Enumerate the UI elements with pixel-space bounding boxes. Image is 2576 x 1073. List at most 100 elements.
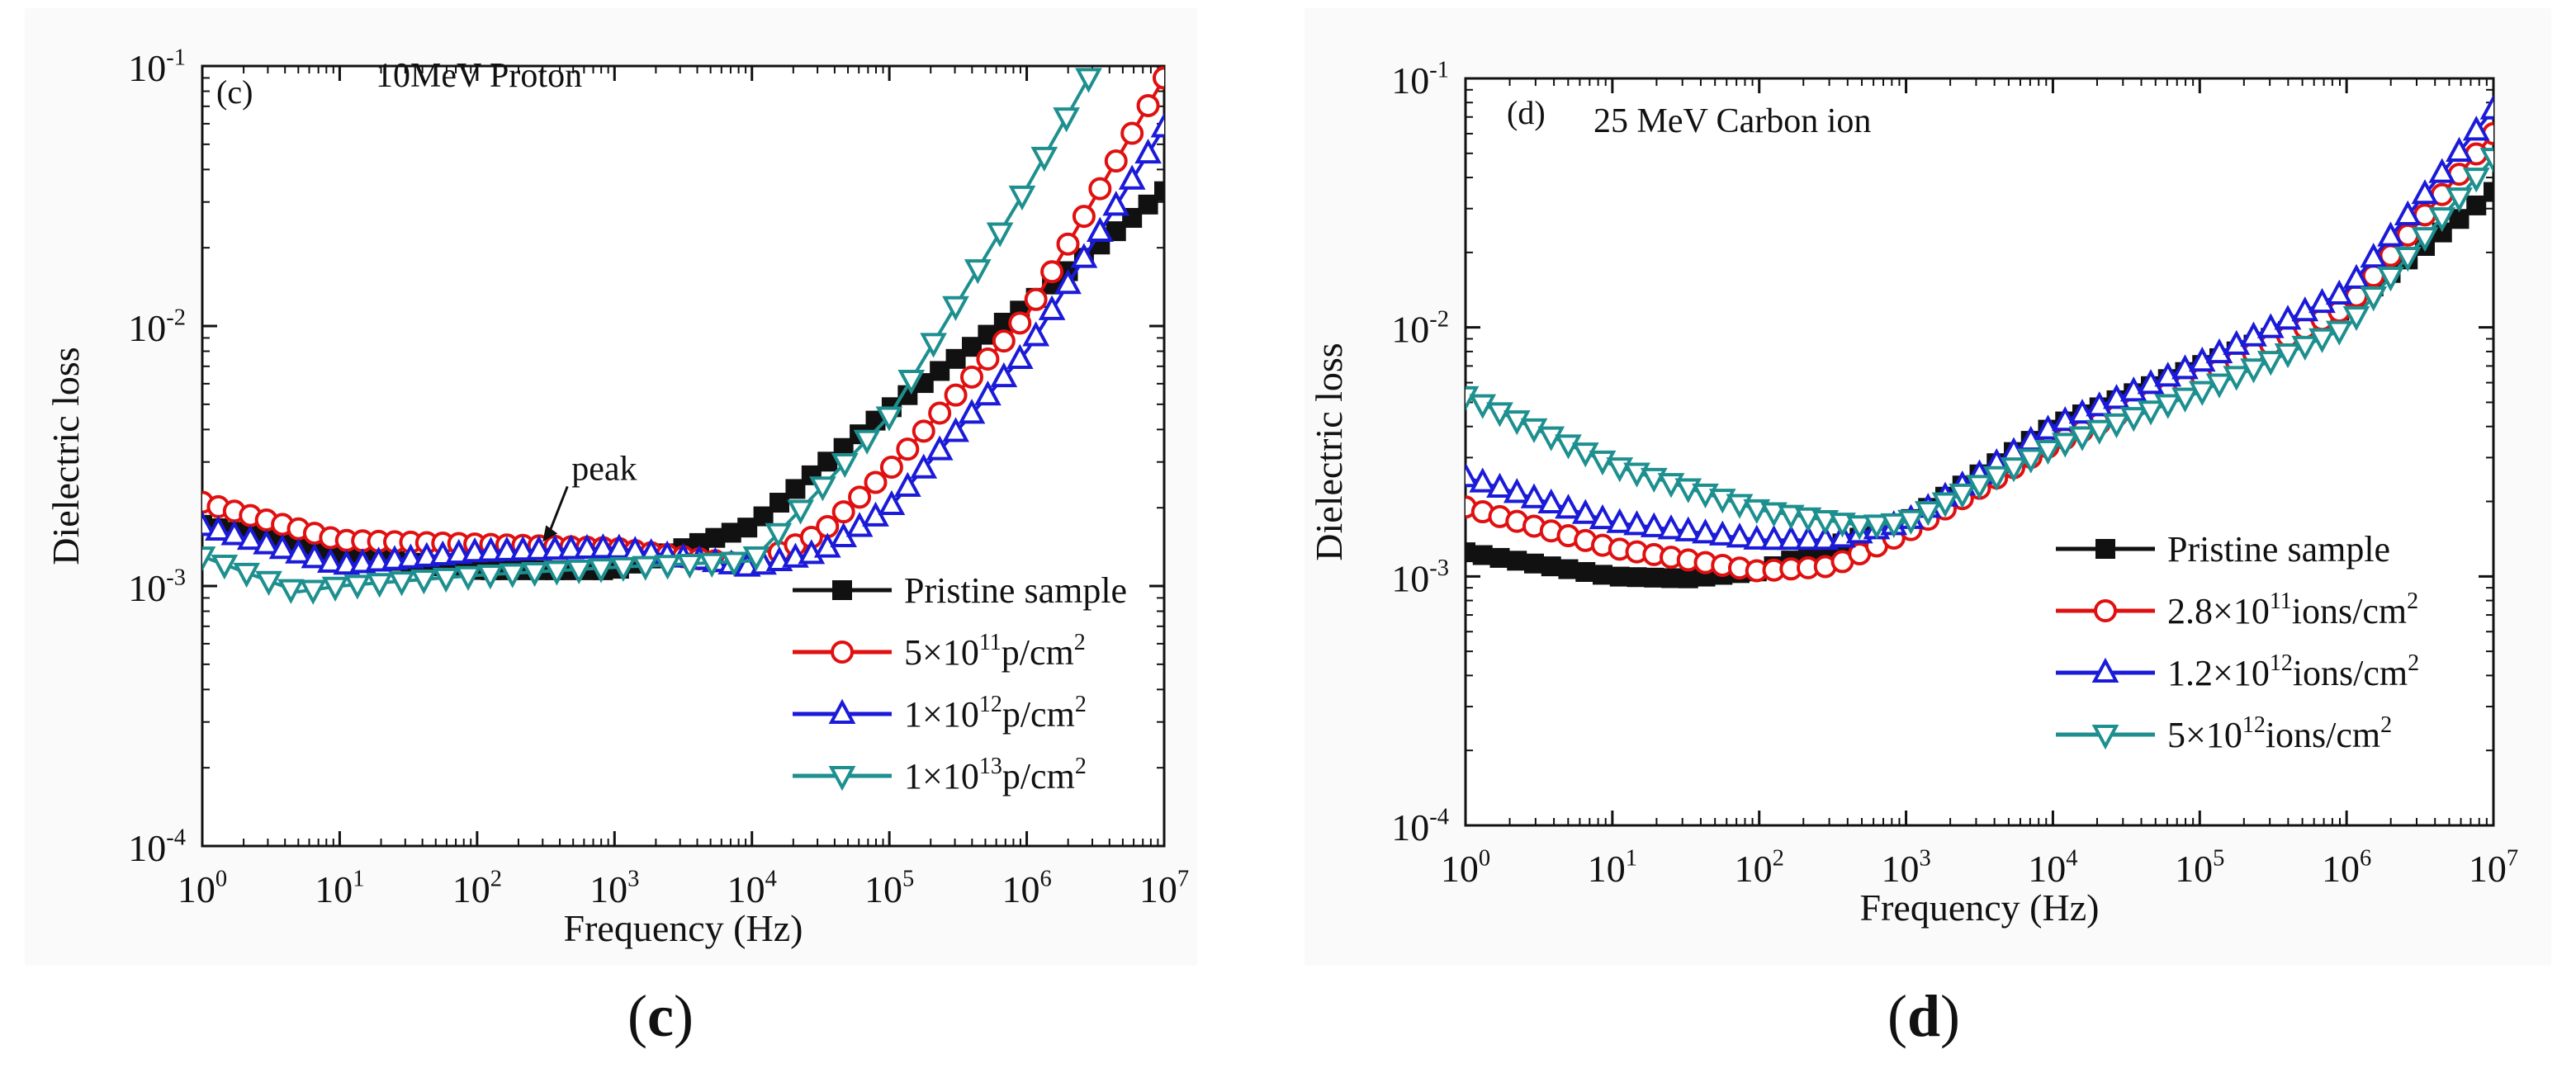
data-point — [1897, 509, 1925, 535]
legend-label: 5×1011p/cm2 — [904, 630, 1086, 673]
data-point — [2154, 362, 2182, 387]
data-point — [609, 556, 637, 583]
data-point — [2154, 394, 2182, 419]
legend-label-part-3: 2 — [2380, 712, 2392, 738]
x-tick-label: 105 — [2175, 846, 2224, 890]
x-tick-label: 101 — [1588, 846, 1637, 890]
x-tick-label: 104 — [727, 867, 777, 910]
data-point — [1863, 514, 1891, 540]
y-tick-label: 10-1 — [1391, 58, 1449, 102]
data-point — [1537, 488, 1565, 514]
data-point — [1486, 472, 1513, 498]
y-tick-label-base: 10 — [1391, 59, 1429, 102]
data-point — [525, 535, 553, 560]
data-point — [2428, 207, 2456, 233]
data-point — [1030, 146, 1058, 173]
data-point — [1134, 138, 1162, 164]
x-tick-label-base: 10 — [727, 868, 765, 910]
data-point — [986, 222, 1014, 248]
x-axis-label: Frequency (Hz) — [564, 907, 803, 949]
x-tick-label-base: 10 — [2175, 848, 2213, 890]
series-d-3 — [1466, 148, 2493, 541]
x-tick-label: 106 — [1002, 867, 1051, 910]
data-point — [879, 456, 903, 480]
data-point — [920, 333, 947, 358]
data-point — [1743, 499, 1771, 525]
data-point — [590, 533, 617, 559]
data-point — [321, 576, 349, 602]
data-point — [654, 555, 681, 580]
caption-c-close: ) — [673, 983, 694, 1049]
data-point — [1104, 149, 1128, 173]
data-point — [1136, 93, 1160, 117]
data-point — [1794, 507, 1822, 532]
data-point — [1949, 483, 1977, 509]
y-tick-label-base: 10 — [128, 567, 166, 609]
data-point — [1627, 567, 1647, 588]
data-point — [1469, 394, 1497, 419]
data-point — [316, 547, 344, 573]
legend-marker — [2091, 725, 2119, 750]
data-point — [1845, 515, 1873, 541]
y-tick-label-base: 10 — [1391, 557, 1429, 599]
data-point — [831, 452, 859, 479]
legend-label-part-1: 12 — [979, 692, 1002, 717]
data-point — [1555, 434, 1582, 460]
data-point — [2466, 195, 2487, 215]
data-point — [1102, 191, 1130, 216]
y-tick-label-base: 10 — [128, 47, 166, 89]
x-tick-label-base: 10 — [1735, 848, 1773, 890]
data-point — [2119, 407, 2147, 433]
data-point — [1503, 410, 1531, 436]
legend-marker — [2094, 599, 2117, 622]
data-point — [1708, 520, 1736, 546]
legend-label-part-0: 2.8×10 — [2167, 591, 2270, 631]
x-tick-label: 106 — [2322, 846, 2371, 890]
x-tick-label-base: 10 — [2469, 848, 2507, 890]
legend-label: 1.2×1012ions/cm2 — [2167, 650, 2419, 693]
data-point — [1507, 551, 1527, 571]
data-point — [676, 554, 703, 579]
data-point — [831, 500, 855, 524]
series-c-2 — [202, 112, 1164, 577]
legend-label-part-2: p/cm — [1002, 756, 1075, 796]
data-point — [1466, 462, 1480, 488]
data-point — [1880, 513, 1908, 539]
x-tick-label: 107 — [2469, 846, 2518, 890]
data-point — [944, 383, 968, 407]
data-point — [299, 579, 327, 605]
data-point — [1777, 504, 1805, 530]
data-point — [2068, 399, 2096, 424]
data-point — [1086, 216, 1114, 242]
legend-entry-2: 1.2×1012ions/cm2 — [2056, 650, 2419, 693]
y-tick-label: 10-2 — [1391, 306, 1449, 350]
data-point — [928, 401, 952, 425]
data-point — [2377, 221, 2404, 247]
y-tick-label-exp: -2 — [1429, 306, 1449, 332]
y-tick-label-exp: -4 — [1429, 805, 1449, 830]
data-point — [1469, 467, 1497, 493]
data-point — [1674, 516, 1702, 541]
x-tick-label: 100 — [178, 867, 227, 910]
legend-label: 5×1012ions/cm2 — [2167, 712, 2392, 755]
data-point — [2360, 243, 2388, 268]
y-tick-label: 10-4 — [128, 825, 186, 869]
data-point — [1743, 524, 1771, 550]
x-tick-label: 104 — [2028, 846, 2077, 890]
data-point — [1777, 525, 1805, 551]
data-point — [2479, 148, 2493, 173]
data-point — [958, 399, 986, 424]
panel-label: (c) — [216, 73, 253, 111]
data-point — [875, 406, 903, 432]
data-point — [960, 365, 983, 389]
data-point — [477, 536, 504, 562]
data-point — [1024, 287, 1048, 311]
data-point — [1489, 547, 1510, 568]
data-point — [1589, 503, 1617, 530]
data-point — [942, 417, 969, 442]
y-tick-label: 10-1 — [128, 45, 186, 89]
data-point — [557, 534, 585, 560]
data-point — [1503, 478, 1531, 503]
legend-label-part-2: ions/cm — [2292, 591, 2407, 631]
data-point — [2446, 187, 2473, 213]
